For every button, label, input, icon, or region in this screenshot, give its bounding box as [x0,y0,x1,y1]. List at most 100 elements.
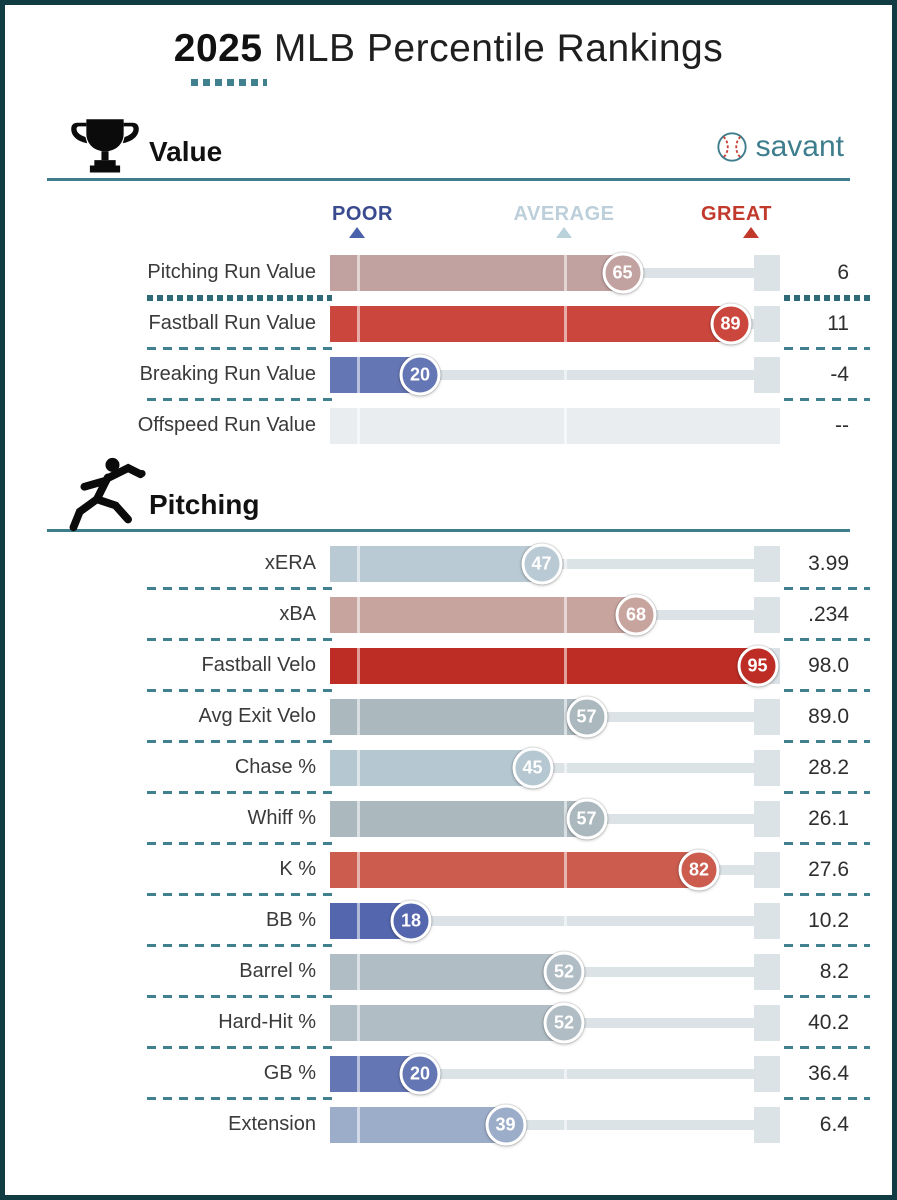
percentile-bar[interactable]: 45 [330,747,780,788]
section-title-pitching: Pitching [149,489,260,520]
row-separator-right [784,1097,870,1100]
bar-fill [330,545,542,582]
row-separator-left [147,295,332,301]
percentile-bar[interactable]: 57 [330,798,780,839]
stat-row: Barrel % 52 8.2 [5,946,892,998]
average-tick [564,596,567,633]
row-label: Extension [228,1113,316,1135]
percentile-badge: 89 [710,303,751,344]
poor-tick [357,305,360,342]
row-separator-left [147,995,332,998]
stat-value: 6 [837,260,849,284]
poor-tick [357,698,360,735]
percentile-bar[interactable]: 95 [330,645,780,686]
row-separator-right [784,398,870,401]
title-rest: MLB Percentile Rankings [262,27,724,70]
row-label: Pitching Run Value [147,261,316,283]
percentile-bar[interactable]: 20 [330,354,780,395]
stat-row: GB % 20 36.4 [5,1048,892,1100]
stat-value: 89.0 [808,704,849,728]
percentile-badge: 57 [566,696,607,737]
row-label: Avg Exit Velo [198,705,316,727]
bar-track [330,1068,780,1079]
row-separator-left [147,893,332,896]
bar-track [330,369,780,380]
percentile-badge: 95 [737,645,778,686]
poor-tick [357,902,360,939]
bar-fill [330,596,636,633]
stat-value: 40.2 [808,1010,849,1034]
bar-track-cap [754,1106,780,1143]
percentile-bar[interactable]: 65 [330,252,780,293]
title-underline-dots [191,79,267,86]
stat-row: Pitching Run Value 65 6 [5,247,892,301]
row-separator-left [147,740,332,743]
title-year: 2025 [173,27,263,70]
stat-value: 8.2 [819,959,849,983]
percentile-badge: 20 [399,354,441,395]
poor-tick [357,647,360,684]
bar-track [330,762,780,773]
row-separator-left [147,689,332,692]
average-tick [564,1106,567,1143]
stat-row: Whiff % 57 26.1 [5,793,892,845]
percentile-bar[interactable]: 39 [330,1104,780,1145]
bar-track-cap [754,1055,780,1092]
poor-tick [357,851,360,888]
poor-tick [357,545,360,582]
stat-row: Extension 39 6.4 [5,1099,892,1150]
percentile-bar[interactable]: 82 [330,849,780,890]
average-tick [564,698,567,735]
percentile-bar[interactable]: 52 [330,951,780,992]
row-separator-left [147,638,332,641]
bar-fill [330,800,587,837]
percentile-bar[interactable]: 57 [330,696,780,737]
page-title: 2025 MLB Percentile Rankings [5,27,892,71]
row-label: Fastball Run Value [148,312,317,334]
stat-row: xBA 68 .234 [5,589,892,641]
poor-tick [357,749,360,786]
average-tick [564,647,567,684]
poor-tick [357,356,360,393]
bar-fill [330,254,623,291]
row-label: Breaking Run Value [139,363,316,385]
row-separator-right [784,1046,870,1049]
bar-track-cap [754,749,780,786]
percentile-badge: 45 [512,747,553,788]
percentile-bar[interactable]: 20 [330,1053,780,1094]
poor-tick [357,953,360,990]
percentile-bar[interactable] [330,407,780,444]
savant-logo[interactable]: savant [716,130,844,164]
percentile-bar[interactable]: 47 [330,543,780,584]
average-tick [564,356,567,393]
percentile-badge: 39 [485,1104,526,1145]
section-title-value: Value [149,136,223,167]
row-separator-left [147,791,332,794]
bar-track-cap [754,698,780,735]
percentile-badge: 52 [543,1002,585,1043]
percentile-badge: 65 [602,252,643,293]
row-label: Barrel % [239,960,316,982]
row-separator-right [784,893,870,896]
percentile-bar[interactable]: 89 [330,303,780,344]
bar-fill [330,698,587,735]
bar-track-cap [754,953,780,990]
bar-track-cap [754,254,780,291]
page-header: 2025 MLB Percentile Rankings [5,27,892,71]
stat-value: 98.0 [808,653,849,677]
percentile-bar[interactable]: 18 [330,900,780,941]
average-tick [564,545,567,582]
scale-poor-label: POOR [332,203,393,225]
percentile-bar[interactable]: 52 [330,1002,780,1043]
stat-row: K % 82 27.6 [5,844,892,896]
average-tick [564,305,567,342]
stat-value: 26.1 [808,806,849,830]
row-separator-right [784,791,870,794]
row-separator-right [784,347,870,350]
poor-marker-triangle-icon [349,227,365,238]
value-section-header: Value savant [47,96,850,181]
pitching-section-header: Pitching [47,457,850,532]
percentile-bar[interactable]: 68 [330,594,780,635]
percentile-badge: 68 [615,594,657,635]
bar-fill [330,407,780,444]
